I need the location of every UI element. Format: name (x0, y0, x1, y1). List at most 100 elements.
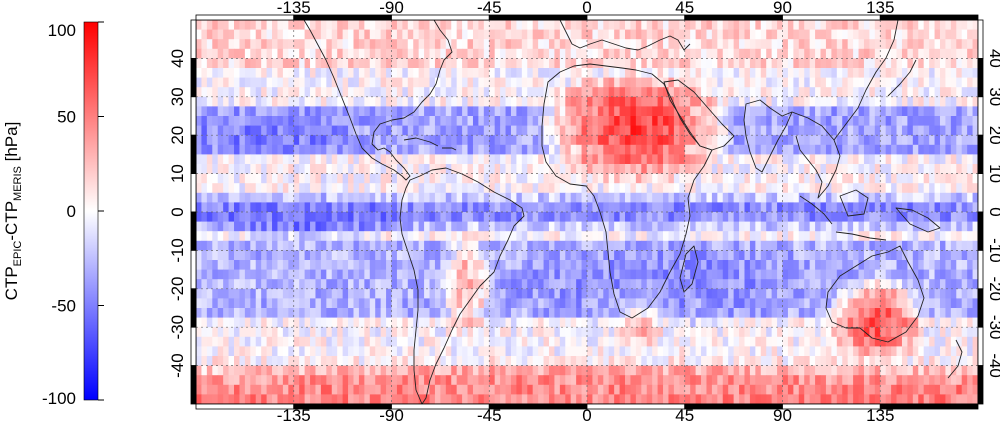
heatmap-cell (815, 106, 821, 117)
heatmap-cell (282, 125, 289, 136)
heatmap-cell (760, 87, 767, 98)
heatmap-cell (635, 87, 642, 98)
heatmap-cell (554, 87, 561, 98)
heatmap-cell (934, 125, 941, 136)
heatmap-cell (929, 154, 935, 165)
heatmap-cell (212, 77, 219, 88)
heatmap-cell (543, 231, 550, 242)
heatmap-cell (760, 308, 767, 318)
heatmap-cell (771, 77, 778, 88)
heatmap-cell (559, 48, 566, 59)
heatmap-cell (782, 221, 789, 232)
heatmap-cell (619, 269, 626, 280)
heatmap-cell (445, 308, 452, 318)
heatmap-cell (934, 20, 941, 30)
heatmap-cell (630, 135, 637, 146)
heatmap-cell (701, 144, 707, 155)
heatmap-cell (684, 144, 691, 155)
heatmap-cell (445, 106, 452, 117)
heatmap-cell (489, 192, 496, 203)
heatmap-cell (663, 279, 669, 290)
heatmap-cell (559, 125, 566, 136)
heatmap-cell (472, 327, 479, 338)
heatmap-cell (766, 173, 773, 184)
heatmap-cell (766, 68, 773, 78)
heatmap-cell (967, 58, 973, 69)
heatmap-cell (798, 116, 805, 126)
heatmap-cell (201, 154, 208, 165)
heatmap-cell (728, 240, 735, 251)
heatmap-cell (858, 212, 865, 222)
heatmap-cell (733, 336, 740, 347)
heatmap-cell (554, 68, 561, 78)
heatmap-cell (646, 96, 653, 107)
heatmap-cell (771, 231, 778, 242)
heatmap-cell (679, 250, 686, 261)
heatmap-cell (532, 346, 539, 357)
heatmap-cell (424, 68, 430, 78)
heatmap-cell (337, 183, 344, 194)
heatmap-cell (396, 125, 403, 136)
heatmap-cell (701, 39, 707, 50)
heatmap-cell (472, 192, 479, 203)
heatmap-cell (777, 212, 783, 222)
heatmap-cell (869, 125, 876, 136)
heatmap-cell (261, 116, 267, 126)
heatmap-cell (777, 48, 783, 59)
heatmap-cell (809, 77, 816, 88)
heatmap-cell (386, 87, 392, 98)
heatmap-cell (728, 116, 735, 126)
heatmap-cell (358, 135, 365, 146)
heatmap-cell (907, 192, 914, 203)
heatmap-cell (853, 212, 859, 222)
heatmap-cell (369, 221, 376, 232)
heatmap-cell (510, 164, 517, 174)
heatmap-cell (538, 135, 544, 146)
heatmap-cell (413, 298, 420, 309)
heatmap-cell (961, 260, 968, 270)
heatmap-cell (521, 221, 528, 232)
heatmap-cell (277, 29, 284, 40)
heatmap-cell (516, 327, 523, 338)
heatmap-cell (315, 288, 322, 299)
heatmap-cell (950, 183, 957, 194)
heatmap-cell (673, 231, 680, 242)
heatmap-cell (304, 231, 311, 242)
heatmap-cell (929, 29, 935, 40)
heatmap-cell (706, 317, 713, 328)
heatmap-cell (505, 68, 512, 78)
heatmap-cell (516, 87, 523, 98)
heatmap-cell (516, 336, 523, 347)
heatmap-cell (918, 183, 925, 194)
heatmap-cell (348, 48, 354, 59)
heatmap-cell (587, 269, 593, 280)
heatmap-cell (972, 183, 978, 194)
heatmap-cell (853, 298, 859, 309)
heatmap-cell (863, 39, 870, 50)
heatmap-cell (657, 154, 664, 165)
heatmap-cell (516, 96, 523, 107)
heatmap-cell (912, 336, 919, 347)
heatmap-cell (434, 20, 441, 30)
heatmap-cell (918, 260, 925, 270)
heatmap-cell (673, 202, 680, 213)
heatmap-cell (201, 231, 208, 242)
heatmap-cell (950, 269, 957, 280)
heatmap-cell (462, 308, 468, 318)
heatmap-cell (663, 327, 669, 338)
heatmap-cell (842, 87, 849, 98)
heatmap-cell (576, 144, 582, 155)
heatmap-cell (923, 173, 930, 184)
heatmap-cell (206, 39, 213, 50)
heatmap-cell (369, 250, 376, 261)
heatmap-cell (364, 279, 371, 290)
heatmap-cell (434, 154, 441, 165)
heatmap-cell (396, 116, 403, 126)
heatmap-cell (733, 183, 740, 194)
heatmap-cell (874, 48, 881, 59)
heatmap-cell (749, 221, 756, 232)
heatmap-cell (896, 48, 903, 59)
heatmap-cell (934, 336, 941, 347)
heatmap-cell (836, 202, 843, 213)
heatmap-cell (521, 298, 528, 309)
